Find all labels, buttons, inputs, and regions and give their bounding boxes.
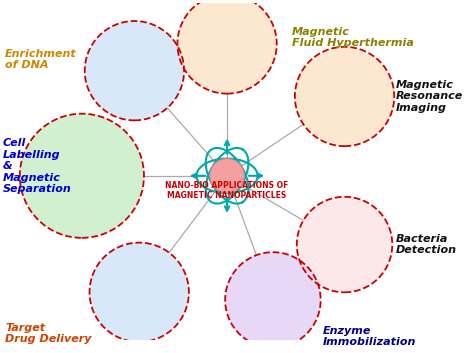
- Circle shape: [20, 114, 144, 238]
- Text: NANO-BIO APPLICATIONS OF
MAGNETIC NANOPARTICLES: NANO-BIO APPLICATIONS OF MAGNETIC NANOPA…: [165, 180, 289, 200]
- Circle shape: [210, 158, 244, 193]
- Circle shape: [225, 252, 321, 348]
- Circle shape: [90, 243, 189, 342]
- Text: Target
Drug Delivery: Target Drug Delivery: [6, 323, 92, 345]
- Text: Magnetic
Resonance
Imaging: Magnetic Resonance Imaging: [396, 80, 464, 113]
- Circle shape: [297, 197, 392, 292]
- Text: Magnetic
Fluid Hyperthermia: Magnetic Fluid Hyperthermia: [292, 27, 414, 48]
- Circle shape: [85, 21, 184, 120]
- Text: Enrichment
of DNA: Enrichment of DNA: [5, 49, 76, 70]
- Circle shape: [295, 47, 394, 146]
- Text: Enzyme
Immobilization: Enzyme Immobilization: [323, 326, 416, 347]
- Circle shape: [177, 0, 277, 94]
- Text: Cell
Labelling
&
Magnetic
Separation: Cell Labelling & Magnetic Separation: [2, 138, 72, 195]
- Text: Bacteria
Detection: Bacteria Detection: [396, 234, 457, 255]
